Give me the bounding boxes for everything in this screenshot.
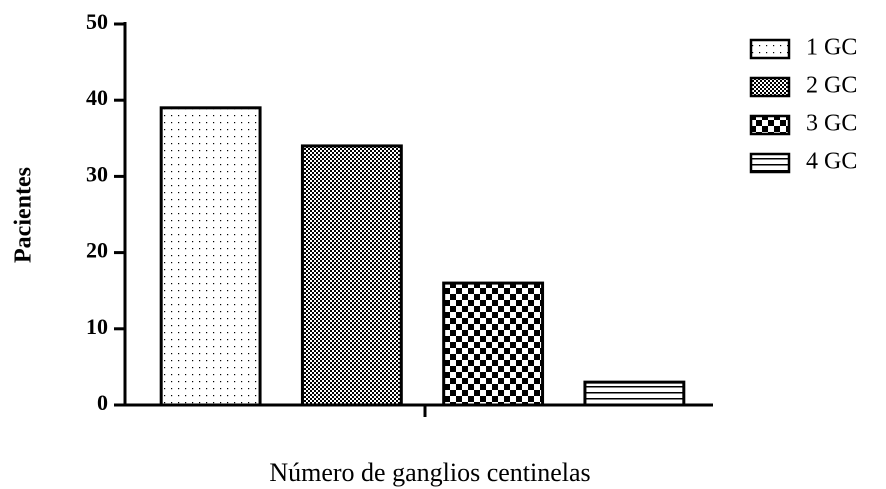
y-tick-label: 30 bbox=[86, 161, 108, 186]
legend-label: 3 GC bbox=[806, 111, 857, 137]
y-axis-label: Pacientes bbox=[11, 167, 37, 263]
legend-label: 1 GC bbox=[806, 35, 857, 61]
bar bbox=[159, 106, 262, 407]
legend-swatch bbox=[749, 114, 791, 136]
y-tick-label: 50 bbox=[86, 9, 108, 34]
legend-swatch bbox=[749, 152, 791, 174]
y-tick-label: 10 bbox=[86, 314, 108, 339]
legend-label: 4 GC bbox=[806, 149, 857, 175]
legend-label: 2 GC bbox=[806, 73, 857, 99]
y-tick-label: 40 bbox=[86, 85, 108, 110]
y-tick-label: 20 bbox=[86, 238, 108, 263]
x-axis-label: Número de ganglios centinelas bbox=[269, 458, 590, 487]
y-tick-label: 0 bbox=[97, 390, 108, 415]
bar bbox=[442, 281, 545, 407]
legend-swatch bbox=[749, 76, 791, 98]
bar bbox=[300, 144, 403, 407]
bar bbox=[583, 380, 686, 407]
legend-swatch bbox=[749, 38, 791, 60]
